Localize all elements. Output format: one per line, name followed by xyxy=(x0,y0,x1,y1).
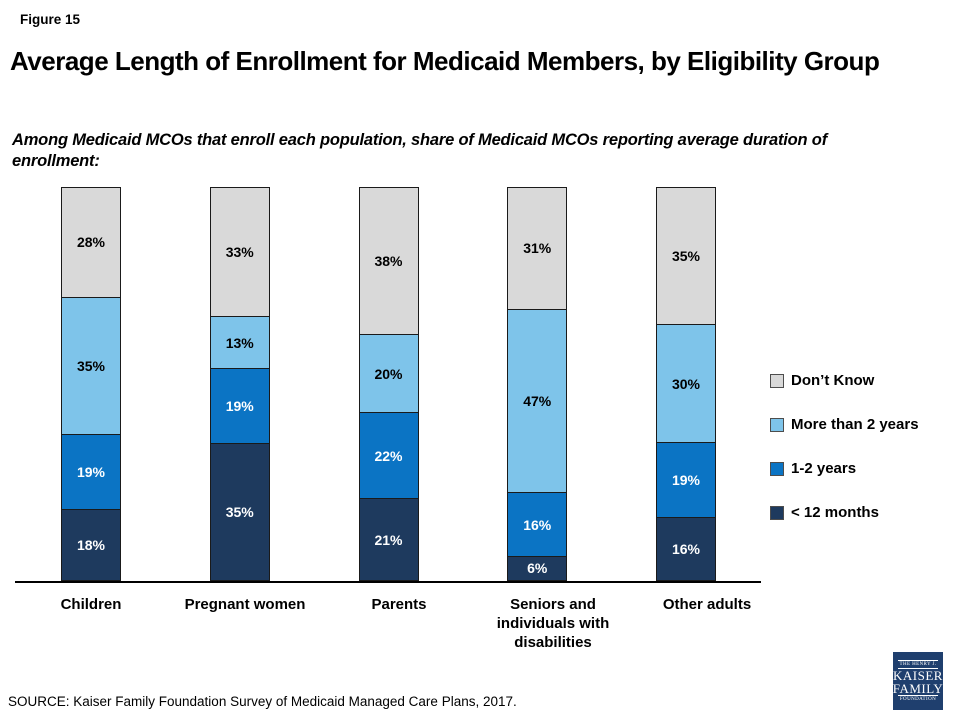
bar-segment: 35% xyxy=(210,442,269,580)
legend-item: More than 2 years xyxy=(770,416,919,433)
segment-value-label: 30% xyxy=(671,375,701,392)
stacked-bar-3: 21% 22% 20% 38% xyxy=(358,187,419,581)
segment-value-label: 31% xyxy=(523,240,552,257)
bar-segment: 31% xyxy=(508,188,567,309)
bar-segment: 13% xyxy=(210,316,269,368)
bar-segment: 33% xyxy=(210,188,269,317)
segment-value-label: 21% xyxy=(374,531,403,548)
bar-segment: 35% xyxy=(62,296,120,435)
legend-label: 1-2 years xyxy=(791,460,857,477)
bar-segment: 18% xyxy=(62,508,120,580)
bar-segment: 20% xyxy=(359,334,418,413)
segment-value-label: 35% xyxy=(225,503,254,520)
logo-bottom-text: FOUNDATION xyxy=(899,696,937,702)
bar-segment: 19% xyxy=(62,434,120,509)
segment-value-label: 18% xyxy=(76,536,106,553)
bar-segment: 22% xyxy=(359,412,418,499)
logo-top-rule xyxy=(898,659,938,661)
legend-label: Don’t Know xyxy=(791,372,875,389)
bar-segment: 6% xyxy=(508,555,567,580)
segment-value-label: 33% xyxy=(225,244,254,261)
stacked-bar-5: 16% 19% 30% 35% xyxy=(656,187,716,581)
stacked-bar-4: 6% 16% 47% 31% xyxy=(507,187,568,581)
category-label-5: Other adults xyxy=(662,596,752,613)
stacked-bar-2: 35% 19% 13% 33% xyxy=(209,187,270,581)
bar-segment: 28% xyxy=(62,188,120,297)
legend-item: < 12 months xyxy=(770,504,919,521)
category-label-2: Pregnant women xyxy=(184,596,306,613)
category-label-1: Children xyxy=(60,596,122,613)
logo-mid-rule xyxy=(898,667,938,669)
legend-label: < 12 months xyxy=(791,504,879,521)
segment-value-label: 20% xyxy=(374,365,403,382)
logo-name-kaiser: KAISER xyxy=(893,667,943,683)
plot-area: 18% 19% 35% 28% 35% 19% 13% 33% 21% 22% 20% 38% 6% 16… xyxy=(15,187,761,583)
legend-item: 1-2 years xyxy=(770,460,919,477)
segment-value-label: 47% xyxy=(523,393,552,409)
legend-swatch xyxy=(770,505,784,520)
segment-value-label: 13% xyxy=(225,334,254,351)
source-text: SOURCE: Kaiser Family Foundation Survey … xyxy=(8,694,517,709)
logo-name-family: FAMILY xyxy=(892,680,944,696)
legend-swatch xyxy=(770,461,784,476)
bar-segment: 35% xyxy=(657,188,715,325)
segment-value-label: 35% xyxy=(76,358,106,374)
bar-segment: 47% xyxy=(508,308,567,493)
segment-value-label: 16% xyxy=(523,516,552,533)
category-axis: Children Pregnant women Parents Seniors and… xyxy=(15,595,783,652)
legend-label: More than 2 years xyxy=(791,416,919,433)
segment-value-label: 22% xyxy=(374,447,403,464)
category-label-3: Parents xyxy=(371,596,427,613)
category-label-4: Seniors and individuals with disabilitie… xyxy=(496,596,610,651)
page-subtitle: Among Medicaid MCOs that enroll each pop… xyxy=(12,131,827,170)
bar-segment: 19% xyxy=(657,441,715,517)
segment-value-label: 19% xyxy=(671,471,701,488)
segment-value-label: 35% xyxy=(671,248,701,265)
bar-segment: 21% xyxy=(359,498,418,580)
bar-segment: 19% xyxy=(210,367,269,443)
legend: Don’t Know More than 2 years 1-2 years < 12… xyxy=(770,372,919,521)
legend-swatch xyxy=(770,373,784,388)
stacked-bar-1: 18% 19% 35% 28% xyxy=(61,187,121,581)
legend-item: Don’t Know xyxy=(770,372,919,389)
legend-swatch xyxy=(770,417,784,432)
bar-segment: 38% xyxy=(359,188,418,335)
segment-value-label: 38% xyxy=(374,253,403,270)
segment-value-label: 28% xyxy=(76,234,106,251)
bar-segment: 16% xyxy=(508,492,567,556)
segment-value-label: 16% xyxy=(671,540,701,557)
segment-value-label: 19% xyxy=(76,464,106,481)
bar-segment: 16% xyxy=(657,516,715,580)
segment-value-label: 6% xyxy=(527,560,548,577)
logo-bottom-rule xyxy=(898,694,938,696)
segment-value-label: 19% xyxy=(225,397,254,414)
bar-segment: 30% xyxy=(657,324,715,442)
kff-logo: THE HENRY J. KAISER FAMILY FOUNDATION xyxy=(893,652,943,710)
figure-label: Figure 15 xyxy=(20,12,81,27)
logo-top-text: THE HENRY J. xyxy=(899,661,937,667)
page-title: Average Length of Enrollment for Medicai… xyxy=(10,46,880,76)
